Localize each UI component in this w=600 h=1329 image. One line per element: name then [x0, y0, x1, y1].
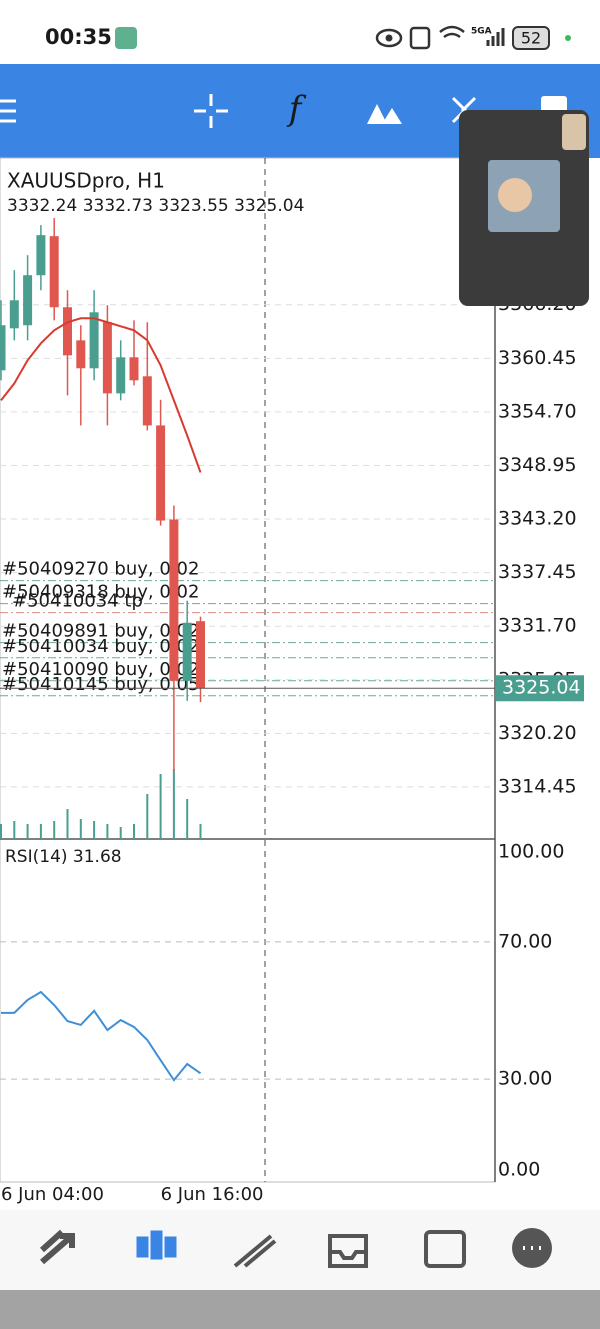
- rsi-tick-label: 70.00: [498, 930, 552, 952]
- chart-tab[interactable]: [136, 1230, 177, 1260]
- candle-body: [0, 325, 6, 371]
- network-label: 5GA: [471, 27, 492, 37]
- order-label: #50410034 buy, 0.02: [2, 636, 199, 657]
- price-tick-label: 3360.45: [498, 347, 577, 369]
- price-tick-label: 3348.95: [498, 454, 577, 476]
- app-icon: [115, 27, 137, 49]
- rsi-tick-label: 30.00: [498, 1068, 552, 1090]
- order-label: #50409318 buy, 0.02: [2, 582, 199, 603]
- order-label: #50410145 buy, 0.05: [2, 674, 199, 695]
- price-tick-label: 3343.20: [498, 508, 577, 530]
- signal-icon: [486, 28, 505, 46]
- video-pip: [562, 114, 586, 150]
- eye-icon: [375, 28, 403, 48]
- price-tick-label: 3354.70: [498, 400, 577, 422]
- objects-button[interactable]: [367, 104, 402, 124]
- last-price-box: [496, 675, 584, 702]
- candle-body: [169, 519, 179, 681]
- rsi-tick-label: 0.00: [498, 1159, 540, 1181]
- clock: 00:35: [45, 25, 112, 49]
- candle-body: [9, 300, 19, 329]
- candle-body: [76, 340, 86, 369]
- quotes-tab[interactable]: [39, 1229, 75, 1265]
- plot-layer: #50409270 buy, 0.02#50409318 buy, 0.02#5…: [0, 218, 495, 1082]
- status-bar: [0, 0, 600, 64]
- candle-body: [196, 621, 205, 689]
- candle-body: [89, 312, 99, 369]
- news-tab[interactable]: [424, 1230, 466, 1268]
- avatar-face: [498, 178, 532, 212]
- candle-body: [129, 357, 139, 381]
- price-tick-label: 3314.45: [498, 775, 577, 797]
- candle-body: [36, 235, 46, 276]
- last-price-label: 3325.04: [502, 677, 581, 699]
- rsi-tick-label: 100.00: [498, 841, 564, 863]
- tab-icon-part: [136, 1236, 149, 1258]
- charging-dot: [565, 35, 571, 41]
- chart-area: [0, 157, 496, 1183]
- history-tab[interactable]: [328, 1234, 368, 1268]
- ohlc-label: 3332.24 3332.73 3323.55 3325.04: [7, 196, 304, 216]
- order-label: #50410034 tp: [12, 591, 143, 612]
- candle-body: [142, 376, 152, 426]
- menu-button[interactable]: [0, 99, 16, 123]
- system-nav-bar: [0, 1290, 600, 1329]
- candle-body: [182, 622, 192, 681]
- price-tick-label: 3320.20: [498, 722, 577, 744]
- battery-level: 52: [521, 29, 541, 48]
- candle-body: [49, 236, 59, 308]
- symbol-label: XAUUSDpro, H1: [7, 169, 165, 193]
- crosshair-button[interactable]: [194, 94, 228, 128]
- eye-pupil: [385, 34, 393, 42]
- battery-icon: [512, 26, 550, 50]
- tab-icon-part: [164, 1236, 177, 1258]
- bottom-nav: [0, 1210, 600, 1290]
- wifi-icon: [439, 25, 465, 39]
- candle-body: [116, 357, 126, 394]
- candle-body: [23, 275, 33, 326]
- candle-body: [63, 307, 72, 356]
- candle-body: [102, 322, 112, 394]
- candle-body: [156, 425, 166, 521]
- chart-frame: [0, 157, 496, 1183]
- tab-icon-part: [150, 1230, 163, 1260]
- nfc-icon: [409, 26, 431, 50]
- price-tick-label: 3331.70: [498, 615, 577, 637]
- rsi-line: [1, 990, 202, 1082]
- order-label: #50409891 buy, 0.02: [2, 621, 199, 642]
- order-label: #50409270 buy, 0.02: [2, 559, 199, 580]
- moving-average: [0, 317, 202, 473]
- rsi-label: RSI(14) 31.68: [5, 847, 122, 867]
- time-label: 6 Jun 16:00: [161, 1184, 264, 1205]
- time-label: 6 Jun 04:00: [1, 1184, 104, 1205]
- order-label: #50410090 buy, 0.02: [2, 659, 199, 680]
- price-tick-label: 3337.45: [498, 561, 577, 583]
- trade-tab[interactable]: [233, 1234, 277, 1268]
